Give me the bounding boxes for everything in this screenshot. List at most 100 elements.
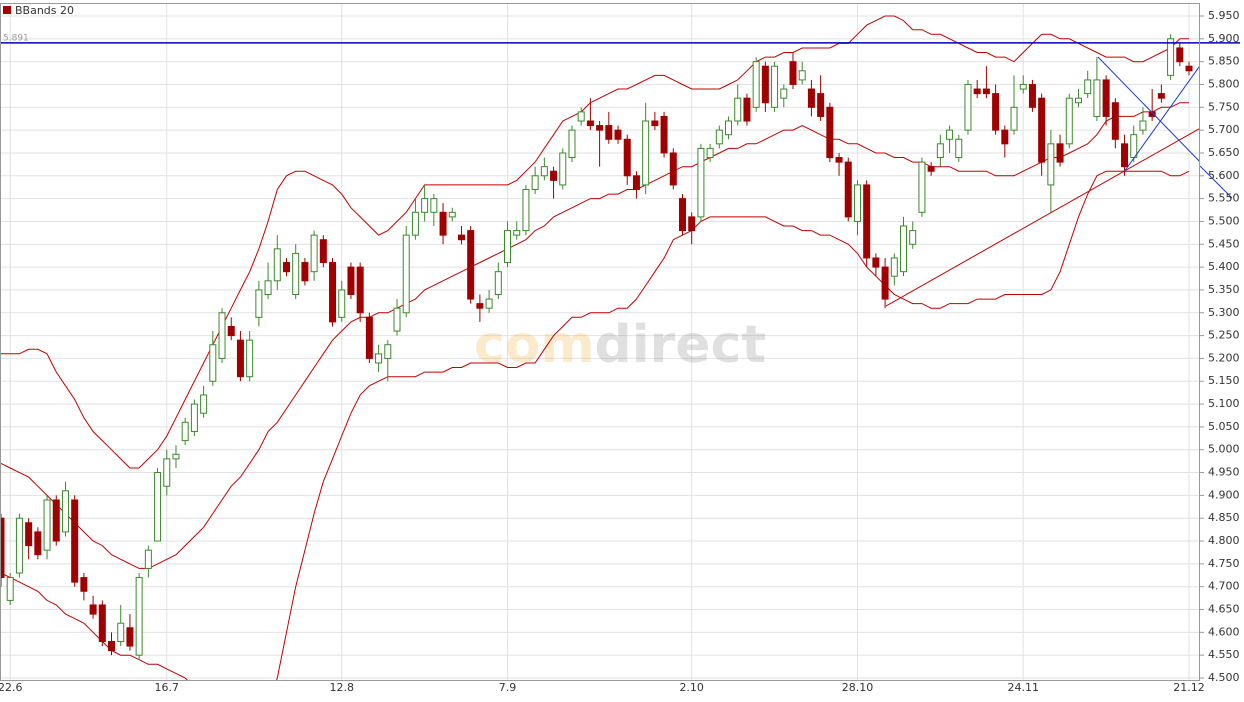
- candle-body: [200, 394, 208, 414]
- y-tick-label: 5.000: [1208, 443, 1240, 456]
- candle-body: [743, 97, 751, 122]
- candle-body: [623, 138, 631, 177]
- candle-body: [955, 138, 963, 159]
- candle-body: [255, 289, 263, 318]
- candle-body: [1074, 97, 1082, 104]
- x-tick-label: 7.9: [499, 681, 517, 694]
- candle-body: [457, 234, 465, 241]
- candle-body: [973, 88, 981, 95]
- y-tick-label: 5.950: [1208, 9, 1240, 22]
- candle-body: [1176, 47, 1184, 63]
- candle-body: [936, 143, 944, 159]
- candle-body: [89, 604, 97, 615]
- candle-body: [282, 262, 290, 273]
- candle-body: [375, 353, 383, 364]
- candle-body: [918, 161, 926, 213]
- candle-body: [835, 157, 843, 163]
- y-tick-label: 5.150: [1208, 374, 1240, 387]
- y-tick-label: 5.850: [1208, 55, 1240, 68]
- y-tick-label: 4.500: [1208, 671, 1240, 684]
- candle-body: [98, 604, 106, 642]
- x-tick-label: 12.8: [329, 681, 354, 694]
- candle-body: [863, 184, 871, 259]
- candle-body: [1093, 79, 1101, 117]
- x-tick-label: 22.6: [0, 681, 22, 694]
- candle-body: [430, 198, 438, 213]
- y-tick-label: 4.550: [1208, 648, 1240, 661]
- candle-body: [135, 577, 143, 656]
- candle-body: [992, 93, 1000, 131]
- x-tick-label: 2.10: [679, 681, 704, 694]
- candle-body: [688, 216, 696, 232]
- candle-body: [329, 262, 337, 323]
- candle-body: [172, 453, 180, 460]
- candle-body: [43, 499, 51, 551]
- y-tick-label: 5.500: [1208, 214, 1240, 227]
- y-tick-label: 5.550: [1208, 192, 1240, 205]
- axes: 4.500 4.550 4.600 4.650 4.700 4.750 4.800 4.850…: [0, 9, 1240, 694]
- x-tick-label: 28.10: [842, 681, 874, 694]
- candle-body: [154, 472, 162, 542]
- candle-body: [384, 344, 392, 359]
- candle-body: [71, 499, 79, 583]
- candle-body: [789, 61, 797, 85]
- candle-body: [550, 170, 558, 181]
- candle-body: [752, 61, 760, 108]
- candle-body: [1130, 134, 1138, 159]
- candle-body: [439, 211, 447, 236]
- candle-body: [236, 339, 244, 378]
- candle-body: [356, 266, 364, 314]
- x-tick-label: 16.7: [155, 681, 180, 694]
- candle-body: [1148, 111, 1156, 117]
- trendlines: [885, 56, 1200, 307]
- candle-body: [632, 175, 640, 190]
- candle-body: [264, 280, 272, 295]
- y-tick-label: 4.850: [1208, 511, 1240, 524]
- candle-body: [411, 211, 419, 236]
- candle-body: [715, 129, 723, 145]
- candle-body: [964, 83, 972, 131]
- candle-body: [246, 339, 254, 378]
- candle-body: [1167, 38, 1175, 76]
- candle-body: [890, 257, 898, 277]
- candle-body: [660, 115, 668, 154]
- y-tick-label: 5.800: [1208, 77, 1240, 90]
- y-tick-label: 4.650: [1208, 603, 1240, 616]
- candle-body: [52, 499, 60, 542]
- candle-body: [485, 298, 493, 309]
- candle-body: [559, 152, 567, 186]
- candle-body: [467, 230, 475, 300]
- candle-body: [771, 65, 779, 108]
- candle-body: [476, 303, 484, 309]
- y-tick-label: 5.100: [1208, 397, 1240, 410]
- candle-body: [163, 458, 171, 487]
- candle-body: [605, 125, 613, 140]
- candle-body: [1121, 143, 1129, 168]
- candle-body: [1019, 83, 1027, 90]
- candle-body: [1056, 143, 1064, 163]
- candle-body: [504, 230, 512, 264]
- candle-body: [34, 531, 42, 556]
- candle-body: [25, 522, 33, 547]
- candle-body: [421, 198, 429, 213]
- candle-body: [853, 184, 861, 222]
- candle-body: [126, 627, 134, 647]
- candle-body: [117, 622, 125, 642]
- candle-body: [1038, 97, 1046, 163]
- y-tick-label: 5.400: [1208, 260, 1240, 273]
- candle-body: [669, 152, 677, 186]
- candle-body: [15, 517, 23, 574]
- y-tick-label: 5.350: [1208, 283, 1240, 296]
- y-tick-label: 4.800: [1208, 534, 1240, 547]
- candle-body: [1065, 97, 1073, 145]
- candle-body: [927, 166, 935, 172]
- candle-body: [1001, 129, 1009, 145]
- watermark: comdirect: [474, 315, 766, 375]
- trendline: [1199, 165, 1233, 199]
- candle-body: [642, 120, 650, 186]
- candle-body: [393, 307, 401, 332]
- y-tick-label: 5.050: [1208, 420, 1240, 433]
- candle-body: [365, 316, 373, 359]
- y-tick-label: 5.600: [1208, 169, 1240, 182]
- watermark-right: direct: [595, 315, 767, 375]
